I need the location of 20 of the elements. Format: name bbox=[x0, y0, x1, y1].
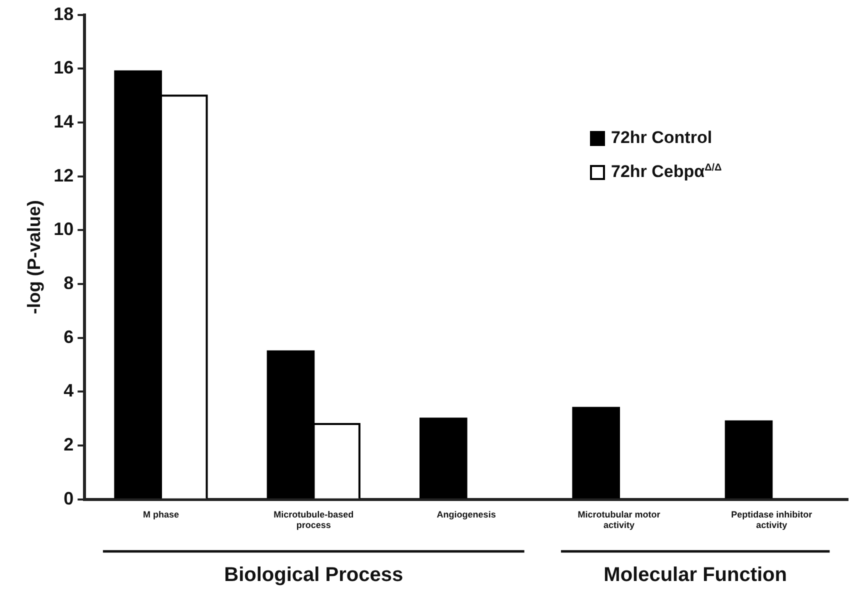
x-tick-label: Angiogenesis bbox=[436, 509, 496, 520]
y-tick-label: 16 bbox=[54, 58, 74, 78]
x-tick-label: M phase bbox=[142, 509, 179, 520]
legend-label: 72hr Control bbox=[611, 128, 712, 148]
x-tick-label: Microtubule-based process bbox=[274, 509, 354, 530]
y-tick-label: 8 bbox=[64, 272, 74, 293]
y-tick-label: 18 bbox=[54, 4, 74, 24]
y-tick-label: 12 bbox=[54, 165, 74, 186]
y-tick-label: 0 bbox=[64, 488, 74, 508]
y-tick-label: 10 bbox=[54, 219, 74, 240]
y-tick-label: 14 bbox=[54, 111, 74, 132]
x-tick-label: Peptidase inhibitor activity bbox=[731, 509, 813, 530]
text: Biological Process bbox=[224, 564, 404, 586]
legend-label: 72hr Cebpα$^{Δ/Δ}$ bbox=[611, 162, 722, 182]
x-tick-label: Microtubular motor activity bbox=[578, 509, 661, 530]
text: Molecular Function bbox=[604, 564, 787, 586]
y-axis-title: -log (P-value) bbox=[24, 200, 44, 314]
y-tick-label: 6 bbox=[64, 326, 74, 347]
y-tick-label: 4 bbox=[64, 380, 74, 401]
y-tick-label: 2 bbox=[64, 434, 74, 455]
